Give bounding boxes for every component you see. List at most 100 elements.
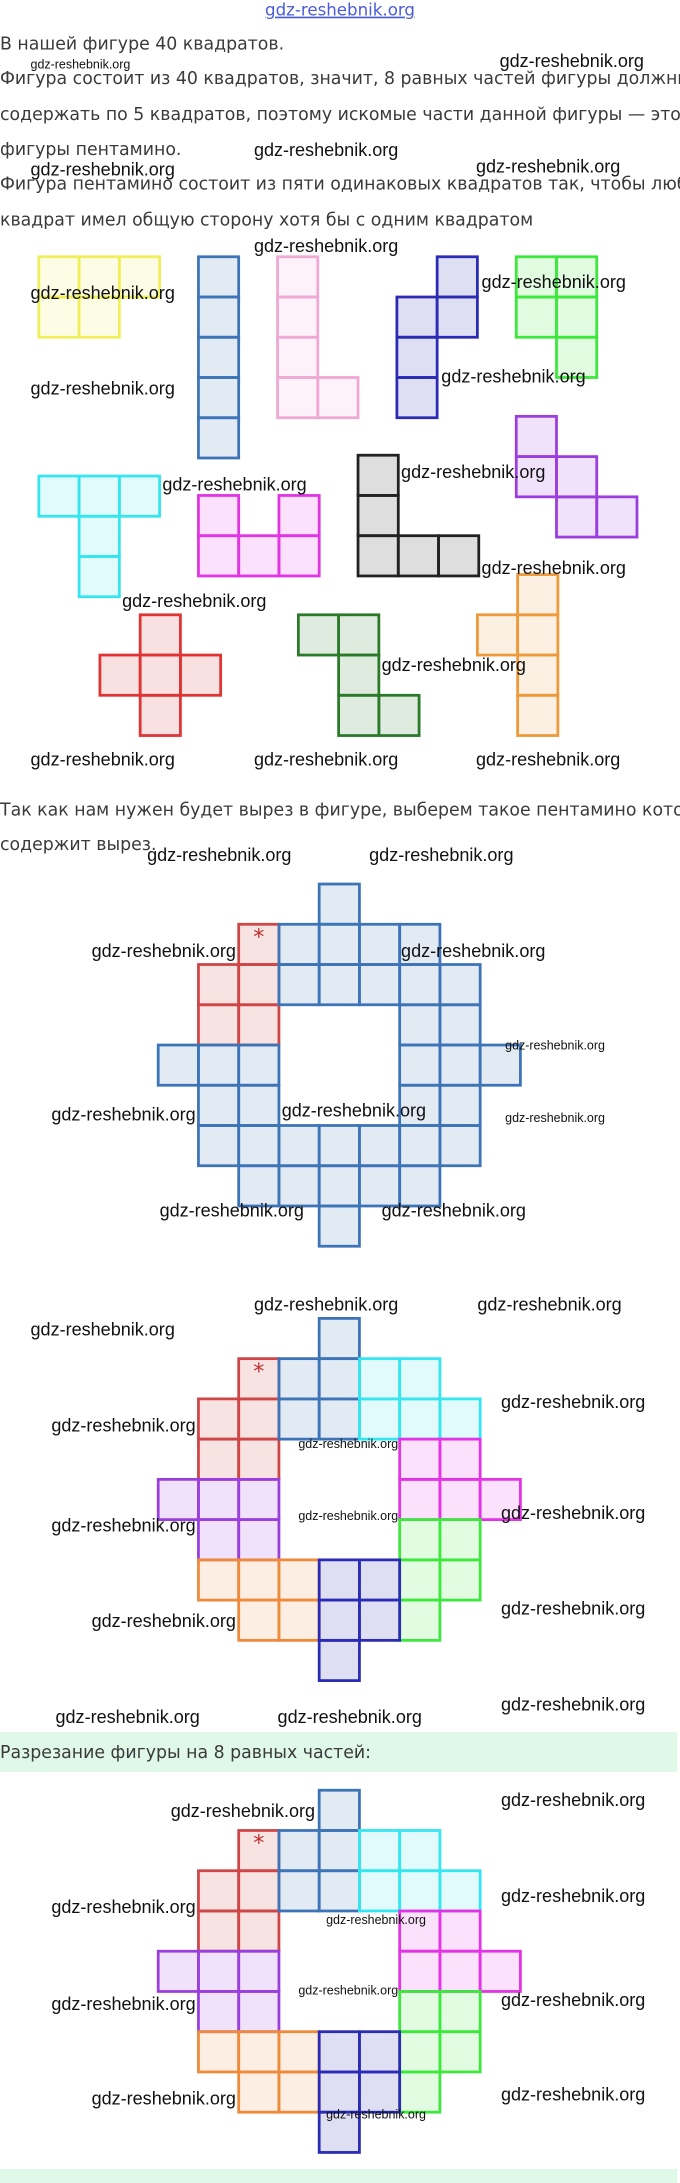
watermark: gdz-reshebnik.org xyxy=(476,749,620,769)
square xyxy=(555,295,599,339)
square xyxy=(277,2030,321,2074)
paragraph: квадрат имел общую сторону хотя бы с одн… xyxy=(0,211,533,231)
square xyxy=(398,963,442,1007)
watermark: gdz-reshebnik.org xyxy=(51,1515,195,1535)
square xyxy=(277,1829,321,1873)
square xyxy=(197,2030,241,2074)
square xyxy=(317,1124,361,1168)
section-title: Разрезание фигуры на 8 равных частей: xyxy=(0,1743,371,1763)
square xyxy=(395,376,439,420)
watermark: gdz-reshebnik.org xyxy=(282,1100,426,1120)
watermark: gdz-reshebnik.org xyxy=(501,2084,645,2104)
square xyxy=(237,1124,281,1168)
watermark: gdz-reshebnik.org xyxy=(382,1200,526,1220)
square xyxy=(237,1477,281,1522)
square xyxy=(516,573,560,617)
square xyxy=(277,2070,321,2114)
square xyxy=(77,295,121,339)
square xyxy=(197,416,241,460)
square xyxy=(516,613,560,657)
square xyxy=(337,613,381,657)
watermark: gdz-reshebnik.org xyxy=(401,462,545,482)
watermark: gdz-reshebnik.org xyxy=(51,1415,195,1435)
square xyxy=(316,376,360,420)
watermark: gdz-reshebnik.org xyxy=(254,140,398,160)
square xyxy=(237,1949,281,1993)
square xyxy=(117,255,161,299)
square xyxy=(358,1124,402,1168)
square xyxy=(358,1558,402,1602)
square xyxy=(398,922,442,966)
square xyxy=(395,335,439,379)
watermark: gdz-reshebnik.org xyxy=(31,283,175,303)
square xyxy=(398,1003,442,1047)
square xyxy=(77,514,121,558)
square xyxy=(358,1357,402,1401)
watermark: gdz-reshebnik.org xyxy=(382,655,526,675)
square xyxy=(438,963,482,1007)
square xyxy=(398,2070,442,2114)
square xyxy=(276,335,320,379)
square xyxy=(138,653,182,697)
square xyxy=(476,613,520,657)
watermark: gdz-reshebnik.org xyxy=(505,1039,605,1053)
square xyxy=(358,2030,402,2074)
watermark: gdz-reshebnik.org xyxy=(441,366,585,386)
square xyxy=(197,963,241,1007)
watermark: gdz-reshebnik.org xyxy=(298,1509,398,1523)
square xyxy=(377,693,421,737)
watermark: gdz-reshebnik.org xyxy=(56,1707,200,1727)
square xyxy=(395,295,439,339)
square xyxy=(77,474,121,518)
square xyxy=(197,1909,241,1953)
square xyxy=(138,693,182,737)
watermark: gdz-reshebnik.org xyxy=(501,1790,645,1810)
square xyxy=(197,295,241,339)
paragraph: фигуры пентамино. xyxy=(0,140,181,160)
square xyxy=(438,1477,482,1522)
watermark: gdz-reshebnik.org xyxy=(505,1111,605,1125)
watermark: gdz-reshebnik.org xyxy=(278,1707,422,1727)
square xyxy=(317,1788,361,1832)
square xyxy=(337,693,381,737)
watermark: gdz-reshebnik.org xyxy=(31,159,175,179)
watermark: gdz-reshebnik.org xyxy=(147,845,291,865)
square xyxy=(317,2030,361,2074)
square xyxy=(438,1437,482,1481)
watermark: gdz-reshebnik.org xyxy=(160,1200,304,1220)
watermark: gdz-reshebnik.org xyxy=(254,1295,398,1315)
header-link[interactable]: gdz-reshebnik.org xyxy=(265,1,415,20)
watermark: gdz-reshebnik.org xyxy=(122,591,266,611)
square xyxy=(197,1869,241,1913)
square xyxy=(197,1477,241,1522)
square xyxy=(435,295,479,339)
watermark: gdz-reshebnik.org xyxy=(501,1990,645,2010)
square xyxy=(438,1518,482,1562)
square xyxy=(197,255,241,299)
square xyxy=(197,1518,241,1562)
paragraph: Так как нам нужен будет вырез в фигуре, … xyxy=(0,800,680,820)
square xyxy=(197,1083,241,1127)
square xyxy=(398,1437,442,1481)
square xyxy=(237,1083,281,1127)
watermark: gdz-reshebnik.org xyxy=(482,558,626,578)
square xyxy=(138,613,182,657)
square xyxy=(197,1043,241,1087)
watermark: gdz-reshebnik.org xyxy=(501,1503,645,1523)
bottom-band xyxy=(0,2169,678,2183)
square xyxy=(197,376,241,420)
square xyxy=(317,1869,361,1913)
square xyxy=(478,1949,522,1993)
watermark: gdz-reshebnik.org xyxy=(501,1886,645,1906)
square xyxy=(277,1598,321,1642)
square xyxy=(358,922,402,966)
square xyxy=(398,1829,442,1873)
watermark: gdz-reshebnik.org xyxy=(369,845,513,865)
paragraph: В нашей фигуре 40 квадратов. xyxy=(0,34,284,54)
watermark: gdz-reshebnik.org xyxy=(482,272,626,292)
square xyxy=(438,1043,482,1087)
square xyxy=(197,494,241,538)
square xyxy=(37,474,81,518)
square xyxy=(237,2030,281,2074)
